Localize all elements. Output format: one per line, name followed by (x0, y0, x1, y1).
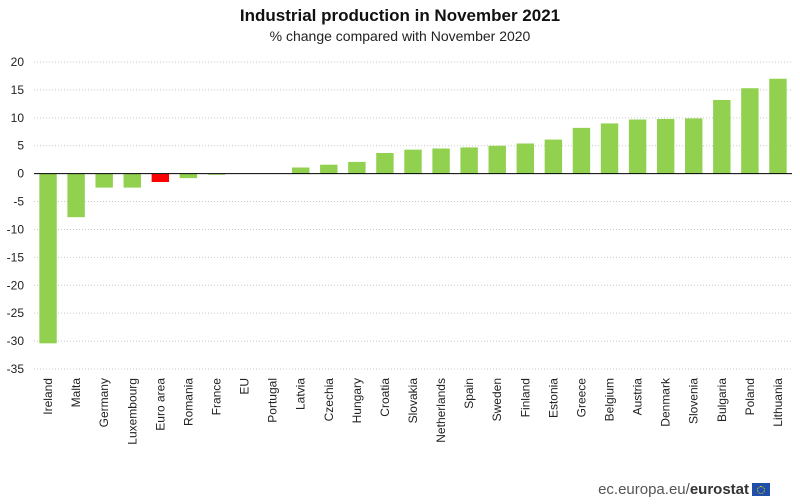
y-tick-label: -15 (7, 250, 25, 264)
x-tick-label: EU (238, 378, 252, 395)
y-tick-label: -20 (7, 278, 25, 292)
bar (376, 152, 394, 174)
bar (769, 78, 787, 174)
x-tick-label: Czechia (322, 378, 336, 422)
x-tick-label: Germany (97, 378, 111, 427)
x-tick-label: Malta (69, 378, 83, 408)
source-brand: eurostat (689, 481, 749, 498)
x-tick-label: Croatia (378, 378, 392, 417)
x-tick-label: Slovenia (687, 378, 701, 424)
source-credit: ec.europa.eu/eurostat (598, 481, 770, 498)
bar (292, 167, 310, 174)
x-tick-label: France (209, 378, 223, 416)
bar (179, 173, 198, 179)
x-tick-label: Euro area (153, 378, 167, 431)
bar (741, 88, 759, 174)
x-tick-label: Finland (518, 378, 532, 417)
x-tick-label: Poland (743, 378, 757, 415)
eu-flag-icon (752, 483, 770, 496)
x-tick-label: Estonia (546, 378, 560, 418)
x-tick-label: Austria (631, 378, 645, 416)
bar (685, 118, 703, 174)
x-tick-label: Latvia (294, 378, 308, 410)
chart-title: Industrial production in November 2021 (239, 6, 561, 25)
bar (656, 118, 675, 174)
bar (432, 148, 450, 174)
bar (600, 123, 619, 174)
bar (404, 149, 422, 174)
bar-chart: 20 15 10 5 0 -5 -10 -15 -20 -25 -30 -35 Ireland Malta… (7, 55, 792, 445)
bar (544, 139, 563, 174)
bar (516, 143, 534, 174)
bar (95, 173, 113, 188)
y-tick-label: -25 (7, 306, 25, 320)
bar (320, 164, 338, 174)
bar (123, 173, 141, 188)
x-tick-label: Spain (462, 378, 476, 409)
x-tick-label: Ireland (41, 378, 55, 415)
y-tick-label: 20 (11, 55, 25, 69)
x-tick-label: Slovakia (406, 378, 420, 424)
y-tick-label: -10 (7, 222, 25, 236)
chart-subtitle: % change compared with November 2020 (269, 28, 531, 44)
x-tick-label: Sweden (490, 378, 504, 421)
y-tick-label: 5 (17, 139, 24, 153)
x-tick-label: Bulgaria (715, 378, 729, 422)
bar (628, 119, 647, 174)
x-tick-label: Romania (181, 378, 195, 426)
bar (572, 127, 591, 174)
x-tick-label: Greece (574, 378, 588, 418)
bar (67, 173, 85, 218)
bar (488, 145, 506, 174)
x-tick-label: Portugal (266, 378, 280, 423)
bar (207, 173, 226, 175)
bar (713, 99, 731, 174)
bar (460, 147, 478, 174)
y-tick-label: 0 (17, 167, 24, 181)
bar (151, 173, 170, 183)
y-tick-label: 10 (11, 111, 25, 125)
y-tick-label: -5 (13, 195, 24, 209)
x-tick-label: Luxembourg (125, 378, 139, 445)
x-tick-label: Denmark (659, 377, 673, 427)
x-tick-label: Netherlands (434, 378, 448, 443)
y-tick-label: -35 (7, 362, 25, 376)
x-tick-label: Belgium (603, 378, 617, 421)
bar (348, 161, 366, 174)
x-tick-label: Lithuania (771, 378, 785, 427)
y-tick-label: -30 (7, 334, 25, 348)
source-domain: ec.europa.eu/ (598, 481, 690, 498)
x-tick-label: Hungary (350, 378, 364, 423)
y-tick-label: 15 (11, 83, 25, 97)
bar (39, 173, 57, 344)
